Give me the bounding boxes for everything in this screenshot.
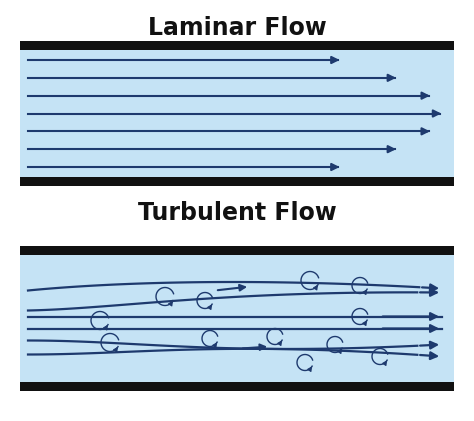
Bar <box>20 246 454 255</box>
Text: Turbulent Flow: Turbulent Flow <box>137 201 337 225</box>
Text: Laminar Flow: Laminar Flow <box>147 16 327 40</box>
Bar <box>20 41 454 186</box>
Bar <box>20 41 454 50</box>
Bar <box>20 246 454 391</box>
Bar <box>20 382 454 391</box>
Bar <box>20 177 454 186</box>
